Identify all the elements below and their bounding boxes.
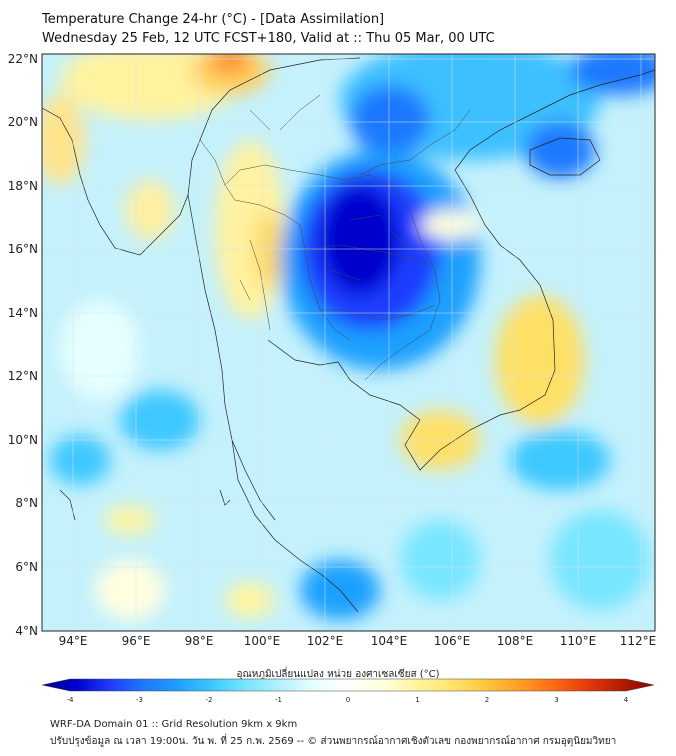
lon-label-98: 98°E	[185, 634, 214, 648]
temperature-field	[42, 54, 655, 631]
colorbar-tick: 4	[624, 696, 629, 704]
colorbar-tick: 3	[554, 696, 558, 704]
lon-label-112: 112°E	[620, 634, 657, 648]
map-subtitle: Wednesday 25 Feb, 12 UTC FCST+180, Valid…	[42, 31, 495, 46]
borders	[199, 94, 471, 381]
temperature-change-map: 22°N 20°N 18°N 16°N 14°N 12°N 10°N 8°N 6…	[8, 52, 657, 648]
lat-label-16: 16°N	[8, 242, 38, 256]
lat-label-6: 6°N	[15, 560, 38, 574]
footer-credit: ปรับปรุงข้อมูล ณ เวลา 19:00น. วัน พ. ที่…	[50, 736, 617, 747]
lat-label-4: 4°N	[15, 624, 38, 638]
coastlines	[42, 57, 655, 613]
lat-label-12: 12°N	[8, 369, 38, 383]
footer-model-info: WRF-DA Domain 01 :: Grid Resolution 9km …	[50, 719, 298, 730]
colorbar-tick: -3	[136, 696, 143, 704]
lon-label-108: 108°E	[497, 634, 534, 648]
colorbar: -4 -3 -2 -1 0 1 2 3 4	[41, 678, 655, 704]
lon-label-102: 102°E	[307, 634, 344, 648]
gridlines	[42, 54, 655, 631]
lat-label-10: 10°N	[8, 433, 38, 447]
lat-label-8: 8°N	[15, 496, 38, 510]
colorbar-bar	[41, 678, 655, 692]
lat-axis: 22°N 20°N 18°N 16°N 14°N 12°N 10°N 8°N 6…	[8, 52, 38, 638]
colorbar-ticks: -4 -3 -2 -1 0 1 2 3 4	[67, 696, 629, 704]
colorbar-tick: 0	[346, 696, 350, 704]
colorbar-tick: 2	[485, 696, 489, 704]
lon-label-96: 96°E	[122, 634, 151, 648]
lon-label-106: 106°E	[434, 634, 471, 648]
lon-label-110: 110°E	[560, 634, 597, 648]
colorbar-tick: -1	[275, 696, 282, 704]
map-title: Temperature Change 24-hr (°C) - [Data As…	[42, 12, 385, 27]
lat-label-20: 20°N	[8, 115, 38, 129]
colorbar-tick: -2	[206, 696, 213, 704]
colorbar-tick: -4	[67, 696, 75, 704]
lon-label-94: 94°E	[59, 634, 88, 648]
lon-label-104: 104°E	[371, 634, 408, 648]
colorbar-tick: 1	[415, 696, 419, 704]
colorbar-label: อุณหภูมิเปลี่ยนแปลง หน่วย องศาเซลเซียส (…	[236, 669, 440, 680]
lat-label-14: 14°N	[8, 306, 38, 320]
map-frame	[41, 53, 656, 632]
lat-label-22: 22°N	[8, 52, 38, 66]
lon-axis: 94°E 96°E 98°E 100°E 102°E 104°E 106°E 1…	[59, 634, 657, 648]
lon-label-100: 100°E	[244, 634, 281, 648]
lat-label-18: 18°N	[8, 179, 38, 193]
